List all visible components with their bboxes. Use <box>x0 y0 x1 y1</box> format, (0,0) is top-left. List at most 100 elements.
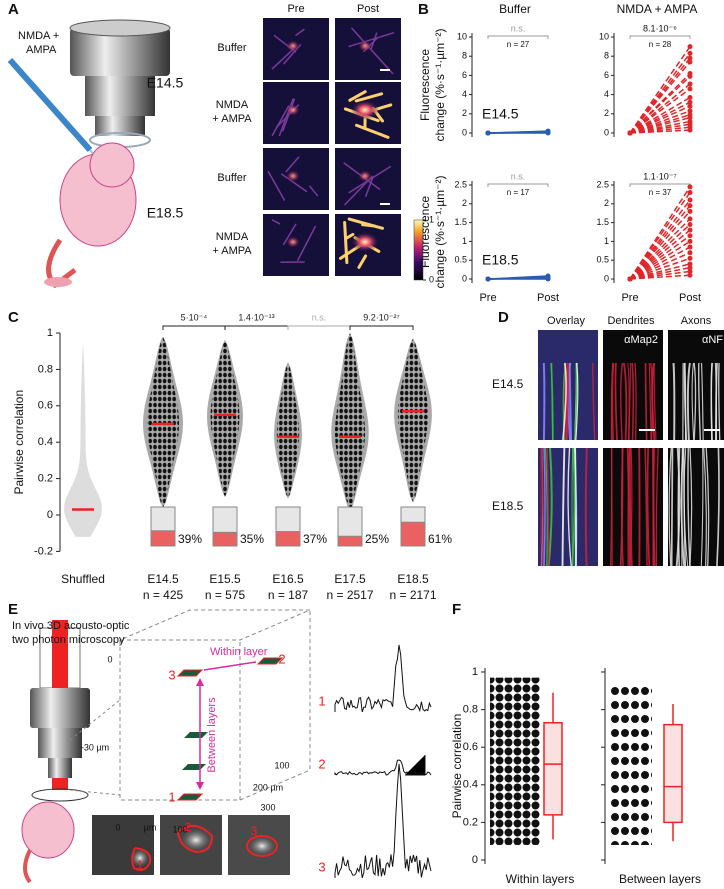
fiber <box>567 447 572 567</box>
stat-label: 9.2·10⁻²⁷ <box>363 312 400 322</box>
box <box>663 723 683 824</box>
fiber <box>698 362 702 441</box>
process <box>365 176 374 197</box>
cell-label: 3 <box>251 824 258 838</box>
cell-label: 1 <box>318 693 325 708</box>
embryo <box>44 142 137 289</box>
fiber <box>687 447 691 567</box>
pair-line <box>629 61 691 134</box>
pair-line <box>629 257 691 280</box>
post-dot <box>687 221 693 227</box>
stat-bracket <box>162 325 226 330</box>
y-tick-label: 0.5 <box>596 255 609 265</box>
row-label: Buffer <box>217 172 246 184</box>
title: two photon microscopy <box>12 634 125 646</box>
post-dot <box>545 129 551 135</box>
y-tick-label: 0.4 <box>463 779 478 791</box>
axis-label: 0 <box>115 822 120 832</box>
percent-fill <box>337 535 363 547</box>
n-label: n = 27 <box>507 40 530 49</box>
post-dot <box>687 268 693 274</box>
micrograph <box>335 148 401 210</box>
y-tick-label: 1.5 <box>596 217 609 227</box>
row-label: + AMPA <box>212 113 252 125</box>
pre-dot <box>627 130 633 136</box>
category-label: Between layers <box>619 872 701 886</box>
percent-fill <box>275 531 301 547</box>
axis-label: 200 µm <box>253 782 283 792</box>
column-label: Overlay <box>547 315 585 327</box>
points <box>490 677 540 845</box>
title: In vivo 3D acousto-optic <box>12 620 130 632</box>
fiber <box>551 362 554 441</box>
post-dot <box>687 59 693 65</box>
y-axis-label: Pairwise correlation <box>450 714 464 819</box>
percent-label: 39% <box>178 532 202 546</box>
micrograph <box>335 82 401 144</box>
column-label: Dendrites <box>607 315 655 327</box>
post-dot <box>687 233 693 239</box>
panel-letter: E <box>8 601 18 618</box>
axis-label: 0 <box>107 654 112 664</box>
n-label: n = 425 <box>143 588 184 602</box>
percent-label: 35% <box>240 532 264 546</box>
x-tick-label: Post <box>537 292 559 304</box>
colorbar <box>413 219 424 281</box>
cell-label: 1 <box>137 858 144 872</box>
pair-line <box>629 52 691 134</box>
soma <box>351 232 379 252</box>
stat-bracket <box>349 325 414 330</box>
annotation: Within layer <box>210 646 268 658</box>
column-label: Post <box>357 3 379 15</box>
stat-label: 1.1·10⁻⁷ <box>643 171 677 181</box>
pair-line <box>629 251 691 280</box>
y-tick-label: 1 <box>47 327 53 339</box>
y-tick-label: 0.2 <box>463 816 478 828</box>
pair-line <box>629 199 691 280</box>
fiber <box>700 362 704 441</box>
stat-label: 5·10⁻⁴ <box>181 312 208 322</box>
post-dot <box>687 197 693 203</box>
y-tick-label: 4 <box>462 89 467 99</box>
fiber <box>634 362 637 441</box>
fiber <box>592 362 596 441</box>
soma <box>351 100 379 120</box>
fiber <box>689 447 693 567</box>
stat-bracket <box>287 325 351 330</box>
y-tick-label: 4 <box>604 89 609 99</box>
n-label: n = 2171 <box>389 588 436 602</box>
process <box>348 32 395 48</box>
soma <box>286 104 300 116</box>
y-tick-label: 2 <box>604 198 609 208</box>
fiber <box>561 447 566 567</box>
cell-images <box>92 815 290 875</box>
process <box>309 185 319 197</box>
panel-letter: A <box>8 1 19 18</box>
fiber <box>631 362 635 441</box>
trace <box>334 644 432 713</box>
percent-fill <box>400 521 426 547</box>
y-tick-label: 1 <box>462 236 467 246</box>
pair-line <box>629 240 691 280</box>
fiber <box>611 362 615 441</box>
fiber <box>644 447 648 567</box>
post-dot <box>687 184 693 190</box>
fiber <box>646 447 651 567</box>
pre-dot <box>485 276 491 282</box>
y-tick-label: 2.5 <box>596 179 609 189</box>
y-tick-label: -0.2 <box>34 545 53 557</box>
cell-label: 2 <box>185 820 192 834</box>
stat-bracket <box>487 183 549 187</box>
fiber <box>686 362 691 441</box>
pair-line <box>629 129 691 134</box>
y-tick-label: 2 <box>462 108 467 118</box>
n-label: n = 187 <box>268 588 309 602</box>
process <box>295 28 305 36</box>
y-tick-label: 1 <box>472 666 478 678</box>
y-tick-label: 0.6 <box>38 400 53 412</box>
pair-line <box>487 131 549 134</box>
fiber <box>614 362 618 441</box>
layer-planes <box>176 657 284 801</box>
pair-line <box>629 274 691 280</box>
